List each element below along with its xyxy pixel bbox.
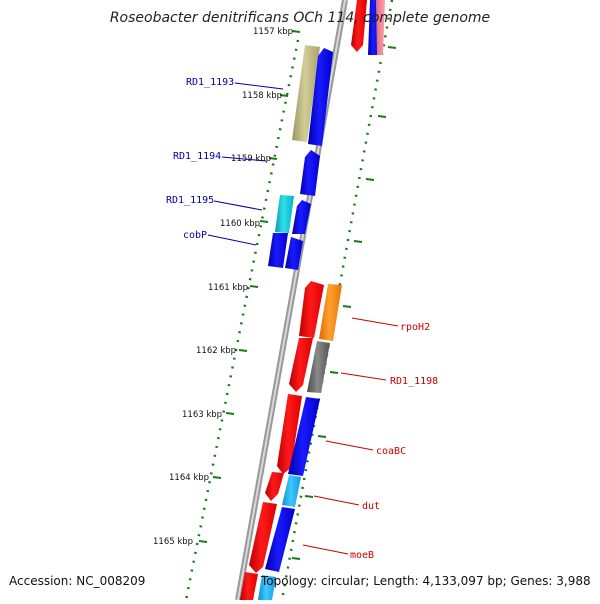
gene-label-coaBC[interactable]: coaBC	[376, 446, 406, 457]
gene-label-RD1_1194[interactable]: RD1_1194	[173, 151, 221, 162]
accession-text: Accession: NC_008209	[9, 574, 146, 588]
red-gene-arrow-2[interactable]	[289, 338, 313, 392]
red-gene-arrow-6[interactable]	[240, 572, 258, 600]
right-leader-lines	[302, 317, 399, 555]
gene-label-dut[interactable]: dut	[362, 501, 380, 512]
tick-label-1159: 1159 kbp	[231, 154, 271, 164]
tick-label-1163: 1163 kbp	[182, 410, 222, 420]
gene-label-rpoH2[interactable]: rpoH2	[400, 322, 430, 333]
tick-label-1158: 1158 kbp	[242, 91, 282, 101]
topology-text: Topology: circular; Length: 4,133,097 bp…	[261, 574, 591, 588]
gene-label-moeB[interactable]: moeB	[350, 550, 374, 561]
gene-label-cobP[interactable]: cobP	[183, 230, 207, 241]
gene-rpoH2-feature[interactable]	[319, 284, 342, 341]
red-gene-arrow-4[interactable]	[265, 472, 284, 501]
tick-marks: 1157 kbp 1158 kbp 1159 kbp 1160 kbp 1161…	[153, 27, 397, 560]
tick-label-1165: 1165 kbp	[153, 537, 193, 547]
blue-gene-arrow-2[interactable]	[300, 150, 320, 196]
tick-label-1157: 1157 kbp	[253, 27, 293, 37]
gene-moeB-feature[interactable]	[265, 507, 295, 572]
blue-gene-arrow-3[interactable]	[292, 200, 311, 234]
gene-RD1_1195-feature[interactable]	[275, 195, 294, 233]
gene-label-RD1_1193[interactable]: RD1_1193	[186, 77, 234, 88]
gene-dut-feature[interactable]	[282, 475, 301, 507]
blue-gene-arrow-bottom[interactable]	[258, 575, 276, 600]
tick-label-1164: 1164 kbp	[169, 473, 209, 483]
red-gene-arrow-3[interactable]	[277, 394, 302, 474]
blue-gene-arrow-4[interactable]	[285, 237, 303, 270]
red-gene-arrow-5[interactable]	[249, 502, 277, 573]
tick-label-1162: 1162 kbp	[196, 346, 236, 356]
blue-gene-arrow-1[interactable]	[308, 48, 333, 146]
gene-coaBC-feature[interactable]	[288, 397, 320, 476]
gene-rpoH2-red-feature[interactable]	[299, 281, 324, 338]
gene-label-RD1_1198[interactable]: RD1_1198	[390, 376, 438, 387]
tick-label-1161: 1161 kbp	[208, 283, 248, 293]
gene-label-RD1_1195[interactable]: RD1_1195	[166, 195, 214, 206]
gene-cobP-feature[interactable]	[268, 233, 288, 268]
gene-RD1_1193-feature[interactable]	[292, 45, 320, 142]
feature-top-partial	[351, 0, 385, 55]
gene-RD1_1198-feature[interactable]	[307, 341, 330, 393]
left-leader-lines	[207, 82, 284, 246]
map-title: Roseobacter denitrificans OCh 114, compl…	[109, 10, 491, 26]
tick-label-1160: 1160 kbp	[220, 219, 260, 229]
